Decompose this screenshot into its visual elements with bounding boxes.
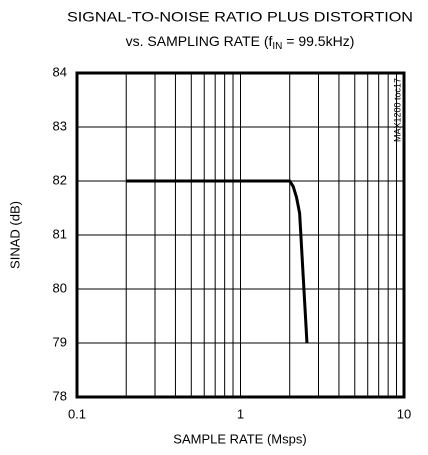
chart-title: SIGNAL-TO-NOISE RATIO PLUS DISTORTION <box>67 9 413 25</box>
subtitle-text: vs. SAMPLING RATE (f <box>126 33 273 49</box>
y-tick-label: 81 <box>53 226 67 241</box>
y-tick-label: 84 <box>53 64 67 79</box>
y-axis-label: SINAD (dB) <box>7 201 22 269</box>
x-axis-label: SAMPLE RATE (Msps) <box>173 431 306 446</box>
data-line <box>126 179 309 344</box>
annotation: MAX1200 toc17 <box>392 78 402 142</box>
y-tick-label: 80 <box>53 280 67 295</box>
chart-subtitle: vs. SAMPLING RATE (fIN = 99.5kHz) <box>126 33 355 52</box>
y-tick-label: 83 <box>53 118 67 133</box>
subtitle-text: = 99.5kHz) <box>282 33 354 49</box>
y-tick-label: 82 <box>53 172 67 187</box>
x-tick-label: 1 <box>237 406 244 421</box>
x-tick-label: 0.1 <box>68 406 86 421</box>
y-tick-label: 78 <box>53 388 67 403</box>
x-tick-label: 10 <box>397 406 411 421</box>
y-tick-label: 79 <box>53 334 67 349</box>
subtitle-subscript: IN <box>272 41 282 52</box>
plot-frame <box>75 71 406 399</box>
